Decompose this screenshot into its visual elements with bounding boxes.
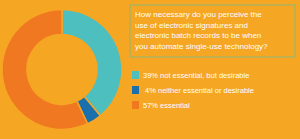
donut-slice (62, 10, 122, 116)
legend-label: 57% essential (143, 101, 190, 110)
legend-swatch (132, 101, 139, 109)
chart-container: How necessary do you perceive theuse of … (0, 0, 300, 139)
legend-swatch (132, 71, 139, 79)
donut-slice (2, 10, 88, 130)
legend-label: 39% not essential, but desirable (143, 71, 249, 80)
legend: 39% not essential, but desirable 4% neit… (132, 71, 254, 110)
background (0, 0, 300, 139)
legend-label: 4% neither essential or desirable (143, 86, 254, 95)
donut (2, 10, 122, 130)
chart-svg: How necessary do you perceive theuse of … (0, 0, 300, 139)
title: How necessary do you perceive theuse of … (135, 10, 268, 51)
legend-swatch (132, 86, 139, 94)
title-border (130, 5, 295, 57)
